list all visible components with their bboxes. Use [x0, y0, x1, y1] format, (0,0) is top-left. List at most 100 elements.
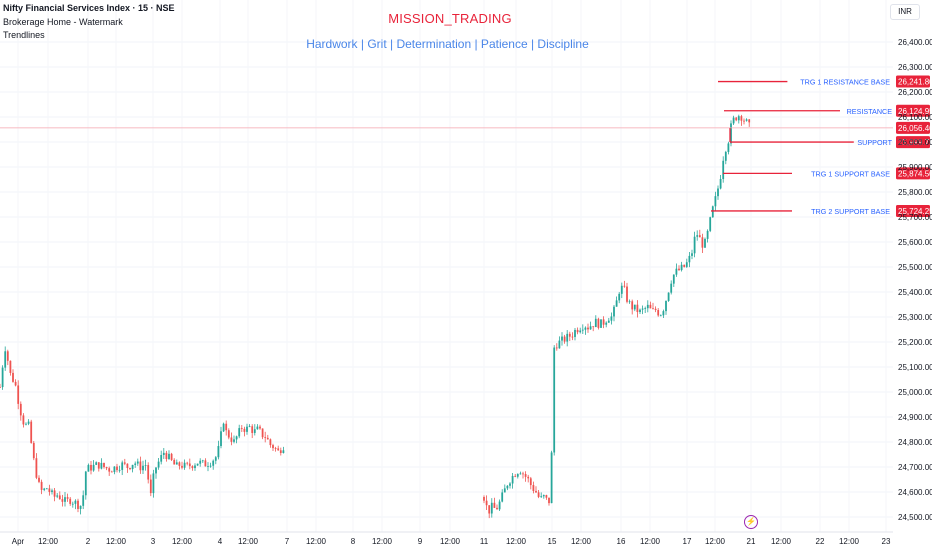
candle-body: [230, 437, 233, 442]
candle-body: [613, 306, 615, 317]
candle-body: [571, 336, 574, 338]
candle-body: [607, 320, 610, 323]
x-tick-label: 12:00: [771, 537, 792, 546]
candle-body: [646, 304, 649, 309]
candle-body: [527, 476, 530, 479]
x-tick-label: 8: [351, 537, 356, 546]
price-badge: [896, 167, 930, 180]
candle-body: [727, 143, 730, 152]
candle-body: [188, 463, 191, 467]
candle-body: [269, 439, 272, 446]
candle-body: [266, 437, 269, 440]
candle-body: [90, 464, 92, 471]
currency-button[interactable]: INR: [890, 4, 920, 20]
candle-body: [282, 450, 285, 453]
level-label: RESISTANCE: [847, 107, 893, 116]
candle-body: [594, 318, 597, 328]
candle-body: [238, 428, 241, 437]
candle-body: [131, 464, 134, 470]
level-label: SUPPORT: [857, 138, 892, 147]
candle-body: [615, 300, 618, 307]
price-badge: [896, 75, 930, 88]
candle-body: [121, 462, 124, 470]
price-badge: [896, 204, 930, 217]
candle-body: [490, 502, 493, 514]
candle-body: [183, 462, 186, 468]
candle-body: [644, 308, 647, 309]
candle-body: [19, 403, 22, 416]
candle-body: [264, 437, 267, 438]
candle-body: [706, 230, 709, 239]
candle-body: [14, 381, 17, 386]
candle-body: [711, 206, 714, 218]
candle-body: [680, 264, 683, 271]
x-tick-label: 9: [418, 537, 423, 546]
candle-body: [670, 283, 673, 293]
candle-body: [160, 454, 163, 462]
candle-body: [620, 285, 623, 294]
candle-body: [209, 465, 212, 467]
candle-body: [9, 360, 12, 373]
x-tick-label: 12:00: [705, 537, 726, 546]
candle-body: [279, 450, 282, 453]
candle-body: [97, 462, 100, 469]
candle-body: [165, 452, 168, 460]
candle-body: [105, 467, 108, 469]
candle-body: [587, 327, 589, 330]
y-tick-label: 24,900.00: [898, 413, 932, 422]
candle-body: [175, 462, 178, 465]
candle-body: [722, 160, 725, 180]
time-axis: Apr 12:00 2 12:00 3 12:00 4 12:00 7 12:00 8 12:00 9 1…: [0, 531, 893, 546]
candle-body: [519, 473, 522, 475]
candle-body: [82, 495, 85, 506]
y-tick-label: 26,400.00: [898, 38, 932, 47]
candle-body: [51, 490, 53, 493]
candle-body: [74, 500, 77, 504]
indicator-watermark-label[interactable]: Brokerage Home - Watermark: [3, 17, 123, 27]
x-tick-label: 12:00: [106, 537, 127, 546]
candle-body: [274, 448, 277, 449]
candle-body: [574, 329, 576, 337]
candle-body: [147, 465, 150, 480]
candle-body: [545, 495, 548, 498]
level-label: TRG 1 SUPPORT BASE: [811, 169, 890, 178]
candle-body: [600, 319, 602, 328]
x-tick-label: 12:00: [571, 537, 592, 546]
candle-body: [524, 474, 527, 477]
candle-body: [704, 238, 706, 248]
candle-body: [493, 502, 496, 508]
candle-body: [631, 301, 634, 310]
candles: [0, 114, 751, 519]
candle-body: [251, 426, 254, 433]
candle-body: [0, 387, 1, 388]
candle-body: [662, 311, 665, 316]
candle-body: [233, 439, 235, 442]
symbol-title[interactable]: Nifty Financial Services Index · 15 · NS…: [3, 3, 175, 13]
candle-body: [69, 498, 72, 504]
indicator-trendlines-label[interactable]: Trendlines: [3, 30, 45, 40]
candle-body: [256, 426, 259, 430]
candle-body: [483, 497, 485, 501]
candle-body: [66, 497, 69, 499]
y-tick-label: 25,500.00: [898, 263, 932, 272]
candle-body: [22, 415, 25, 425]
x-tick-label: 12:00: [306, 537, 327, 546]
candle-body: [735, 117, 738, 121]
candle-body: [199, 460, 202, 464]
level-label: TRG 1 RESISTANCE BASE: [800, 78, 890, 87]
candle-body: [201, 460, 204, 462]
candle-body: [45, 488, 48, 490]
y-tick-label: 26,000.00: [898, 138, 932, 147]
candle-body: [100, 462, 103, 469]
candle-body: [38, 477, 40, 482]
candle-body: [155, 467, 157, 474]
candle-body: [488, 505, 491, 514]
candle-body: [1, 367, 4, 388]
lightning-icon[interactable]: ⚡: [744, 515, 758, 529]
candle-body: [683, 264, 686, 267]
x-tick-label: 22: [816, 537, 825, 546]
candle-body: [48, 488, 51, 493]
candle-body: [605, 322, 608, 325]
